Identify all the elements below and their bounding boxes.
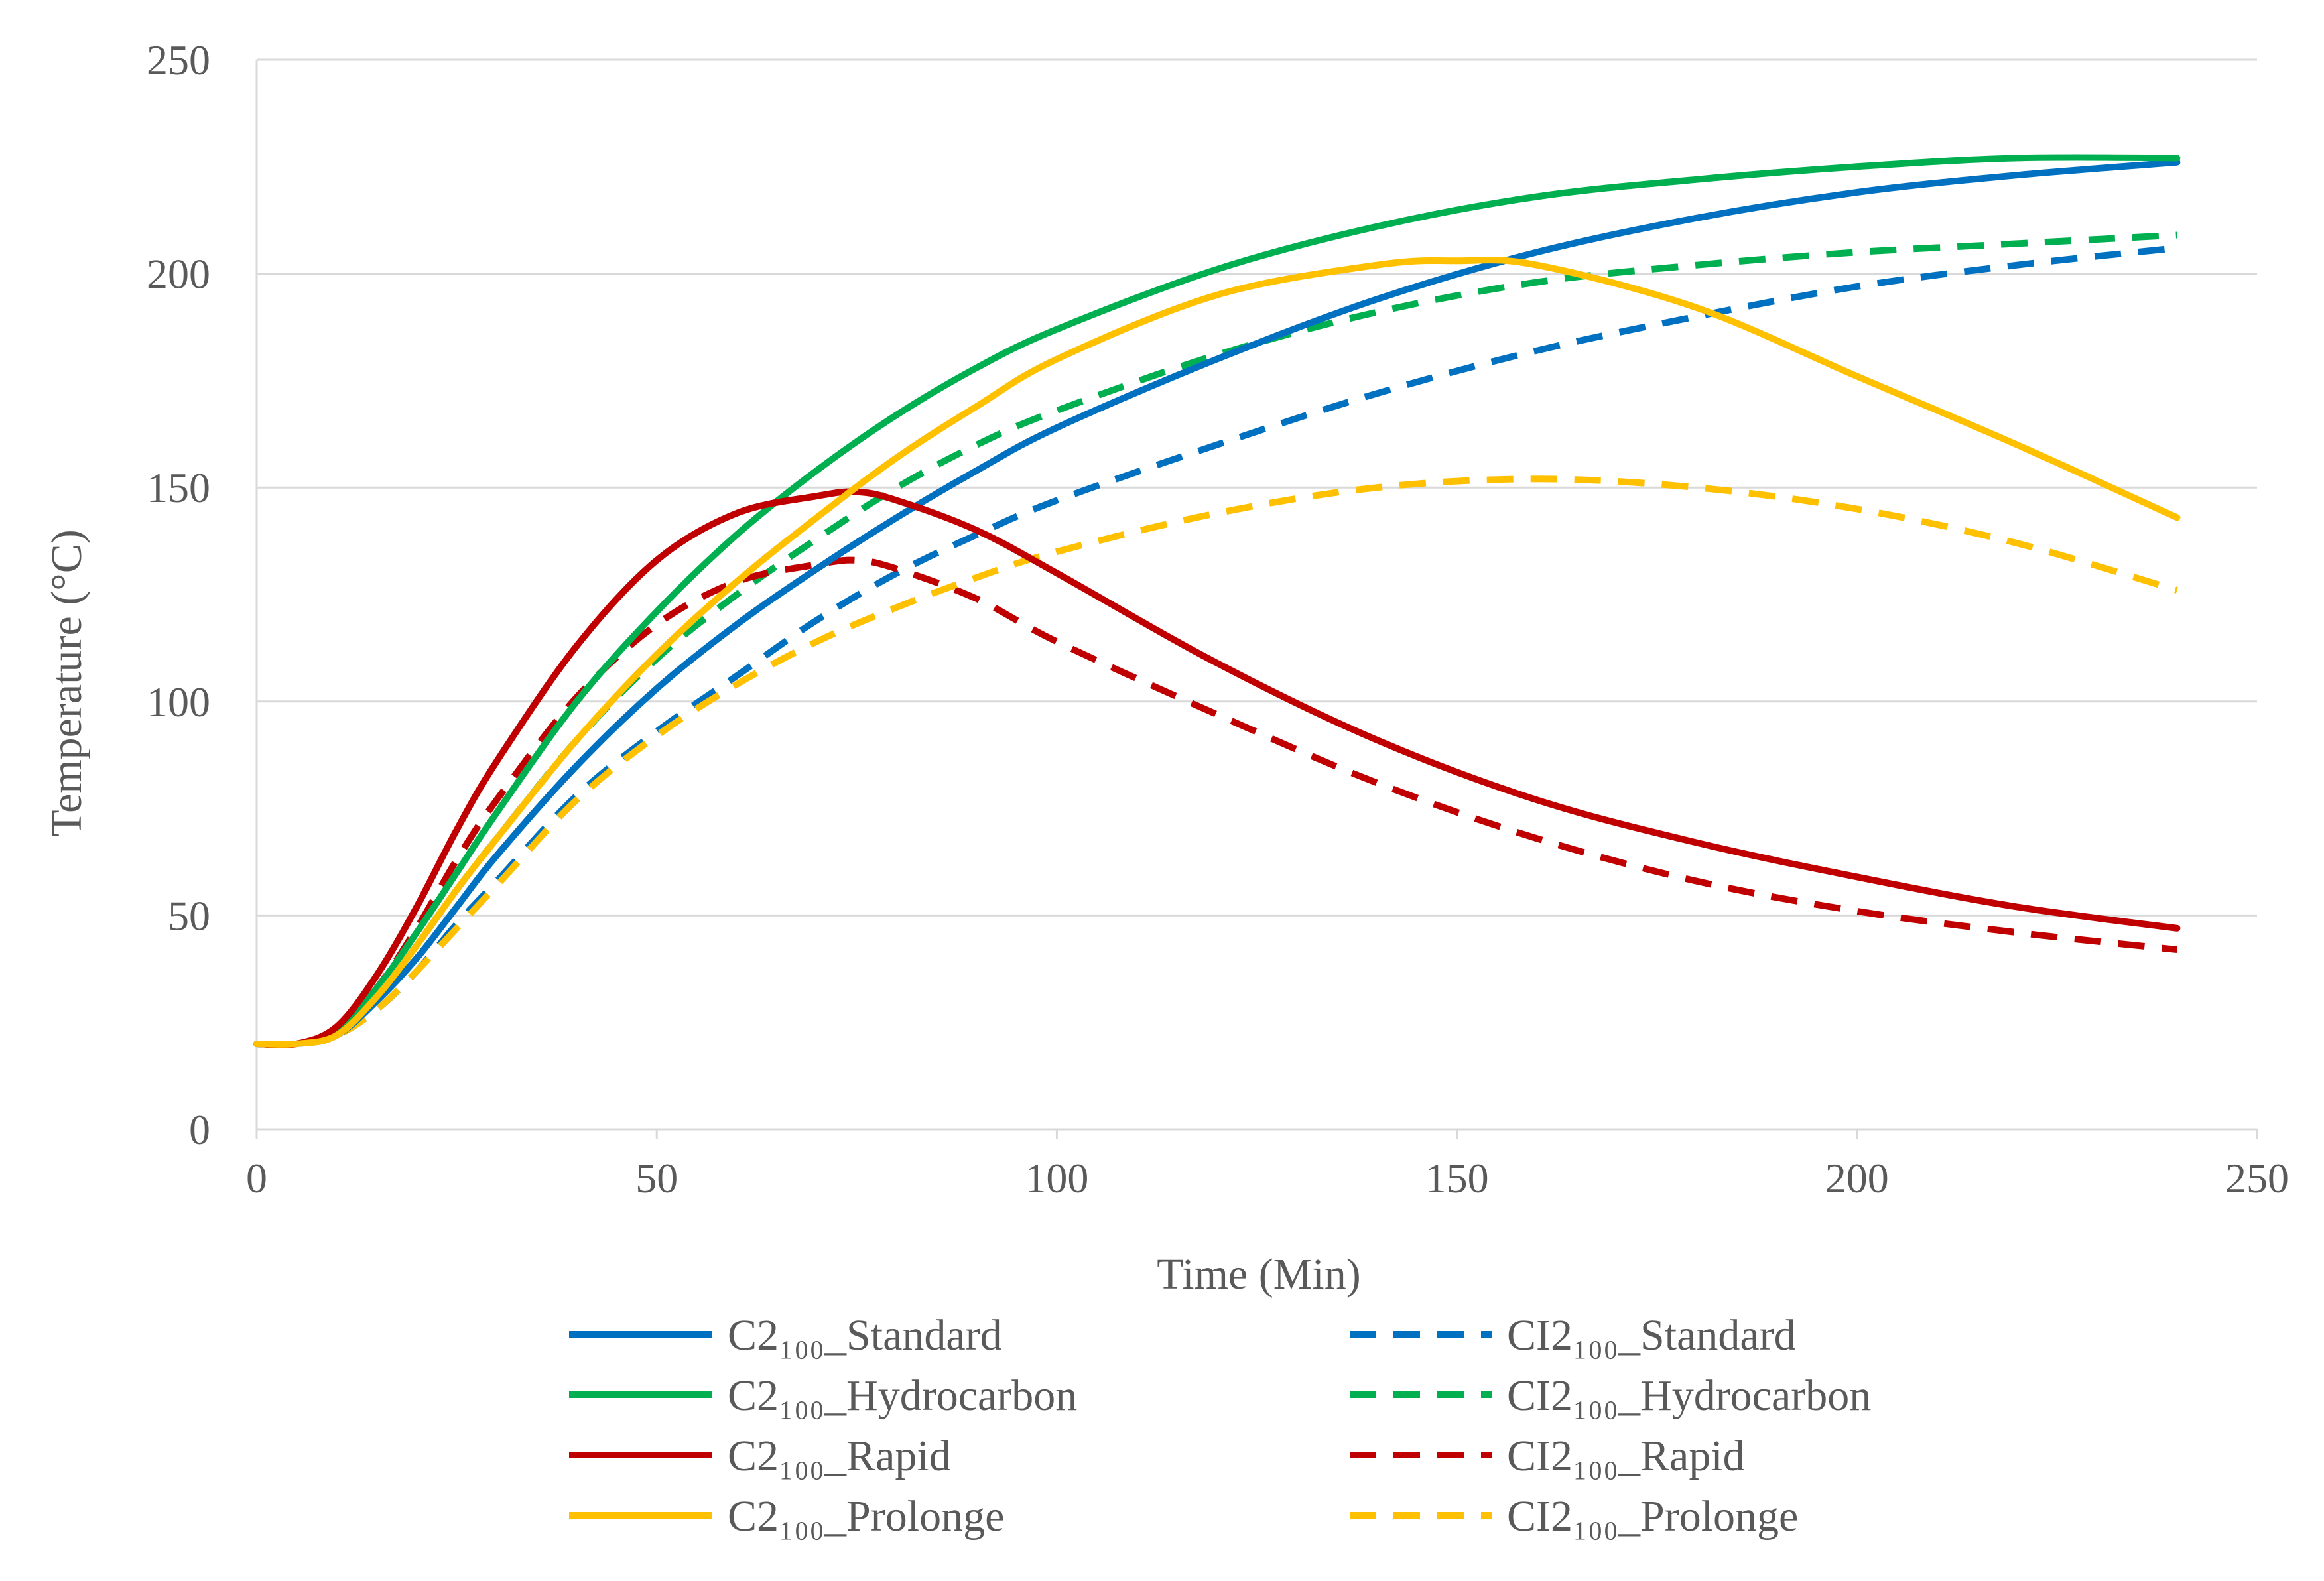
axes [255,60,2258,1139]
series-line-7 [256,475,2178,1048]
x-tick-label: 100 [1025,1155,1088,1202]
x-tick-label: 250 [2225,1155,2289,1202]
y-tick-label: 150 [147,464,210,511]
legend-label: C2₁₀₀_Standard [728,1311,1002,1360]
y-tick-label: 100 [147,678,210,726]
y-tick-label: 200 [147,251,210,298]
x-tick-label: 200 [1825,1155,1889,1202]
legend-label: C2₁₀₀_Rapid [728,1432,951,1480]
series-line-4 [253,488,2181,1048]
tick-labels: 0 50 100 150 200 250 0 50 100 150 200 250 [147,36,2289,1202]
series-line-5 [256,556,2177,1048]
series-line-6 [253,257,2181,1048]
series-line-0 [253,158,2181,1048]
series-line-1 [256,244,2177,1048]
legend-label: C2₁₀₀_Hydrocarbon [728,1371,1077,1420]
legend: C2₁₀₀_Standard CI2₁₀₀_Standard C2₁₀₀_Hydro… [569,1311,1871,1541]
y-tick-label: 250 [147,36,210,84]
x-tick-label: 0 [246,1155,267,1202]
legend-label: C2₁₀₀_Prolonge [728,1492,1004,1541]
x-tick-label: 150 [1425,1155,1489,1202]
legend-label: CI2₁₀₀_Standard [1507,1311,1796,1360]
legend-label: CI2₁₀₀_Hydrocarbon [1507,1371,1871,1420]
y-tick-label: 50 [168,892,210,939]
y-axis-title: Temperature (°C) [42,529,91,836]
legend-label: CI2₁₀₀_Prolonge [1507,1492,1798,1541]
plot-area-series [253,154,2181,1048]
series-line-2 [253,154,2181,1048]
legend-label: CI2₁₀₀_Rapid [1507,1432,1745,1480]
y-tick-label: 0 [189,1106,210,1153]
x-tick-label: 50 [635,1155,678,1202]
x-axis-title: Time (Min) [1157,1250,1360,1298]
